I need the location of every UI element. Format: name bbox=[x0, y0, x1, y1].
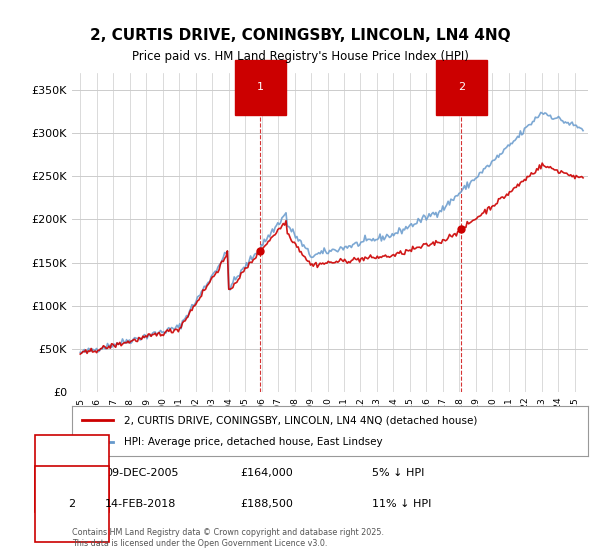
Text: £188,500: £188,500 bbox=[240, 499, 293, 509]
Text: 2, CURTIS DRIVE, CONINGSBY, LINCOLN, LN4 4NQ (detached house): 2, CURTIS DRIVE, CONINGSBY, LINCOLN, LN4… bbox=[124, 415, 477, 425]
Text: 1: 1 bbox=[257, 82, 264, 92]
Text: 11% ↓ HPI: 11% ↓ HPI bbox=[372, 499, 431, 509]
Text: 2: 2 bbox=[68, 499, 76, 509]
Text: 2, CURTIS DRIVE, CONINGSBY, LINCOLN, LN4 4NQ: 2, CURTIS DRIVE, CONINGSBY, LINCOLN, LN4… bbox=[89, 28, 511, 43]
Text: £164,000: £164,000 bbox=[240, 468, 293, 478]
Text: Contains HM Land Registry data © Crown copyright and database right 2025.
This d: Contains HM Land Registry data © Crown c… bbox=[72, 528, 384, 548]
Text: 5% ↓ HPI: 5% ↓ HPI bbox=[372, 468, 424, 478]
Text: Price paid vs. HM Land Registry's House Price Index (HPI): Price paid vs. HM Land Registry's House … bbox=[131, 50, 469, 63]
Text: HPI: Average price, detached house, East Lindsey: HPI: Average price, detached house, East… bbox=[124, 437, 382, 447]
Text: 09-DEC-2005: 09-DEC-2005 bbox=[105, 468, 179, 478]
Text: 14-FEB-2018: 14-FEB-2018 bbox=[105, 499, 176, 509]
Text: 1: 1 bbox=[68, 468, 76, 478]
Text: 2: 2 bbox=[458, 82, 465, 92]
